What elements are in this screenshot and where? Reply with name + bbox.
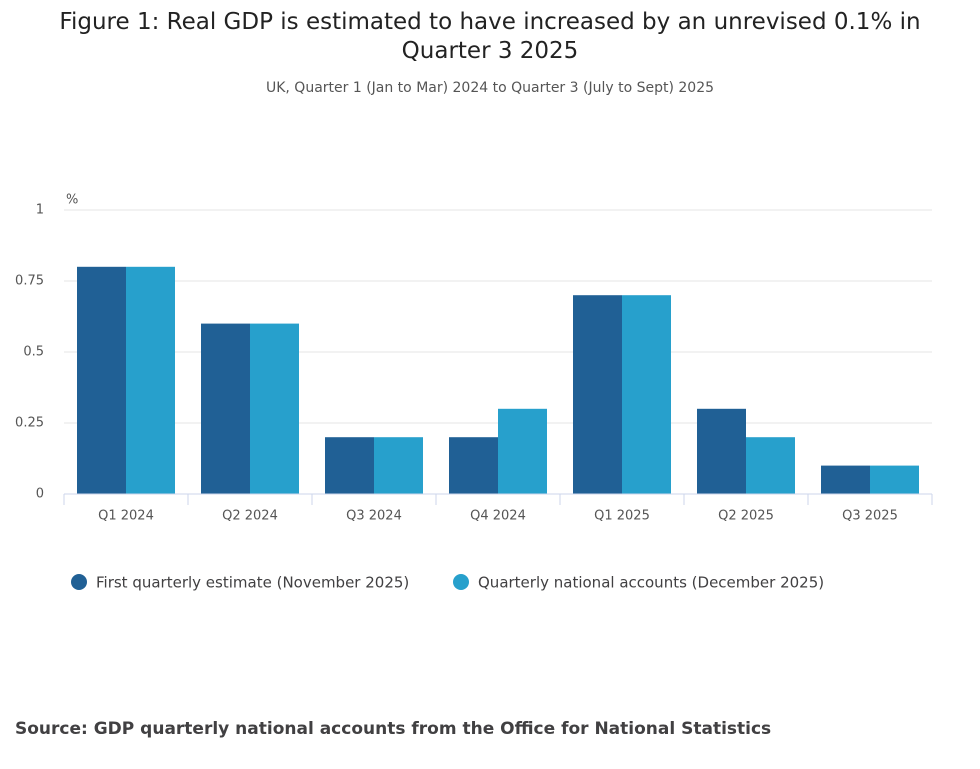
bar: [498, 408, 547, 494]
chart: % 0 0.25 0.5 0.75 1 Q1 2024 Q2 2024 Q3 2024 Q4 2…: [15, 193, 933, 592]
bar: [250, 323, 299, 494]
bar: [622, 295, 671, 494]
legend-label: First quarterly estimate (November 2025): [96, 574, 409, 592]
y-tick-label: 1: [36, 203, 44, 218]
bar: [77, 266, 126, 494]
legend-marker: [71, 574, 87, 590]
bar: [201, 323, 250, 494]
bar: [126, 266, 175, 494]
x-tick-label: Q4 2024: [470, 509, 526, 524]
chart-title: Figure 1: Real GDP is estimated to have …: [59, 9, 921, 64]
y-axis-label: %: [66, 193, 78, 208]
y-tick-label: 0.25: [15, 416, 44, 431]
bar: [449, 437, 498, 494]
x-tick-label: Q1 2025: [594, 509, 650, 524]
y-tick-label: 0.5: [23, 345, 44, 360]
y-tick-label: 0: [36, 487, 44, 502]
bar: [573, 295, 622, 494]
bar: [870, 465, 919, 494]
bar: [821, 465, 870, 494]
bar: [374, 437, 423, 494]
y-tick-label: 0.75: [15, 274, 44, 289]
bar: [746, 437, 795, 494]
source: Source: GDP quarterly national accounts …: [15, 719, 772, 739]
legend-label: Quarterly national accounts (December 20…: [478, 574, 824, 592]
x-tick-label: Q1 2024: [98, 509, 154, 524]
x-tick-label: Q2 2025: [718, 509, 774, 524]
bar: [697, 408, 746, 494]
legend-marker: [453, 574, 469, 590]
x-tick-label: Q2 2024: [222, 509, 278, 524]
bar: [325, 437, 374, 494]
chart-subtitle: UK, Quarter 1 (Jan to Mar) 2024 to Quart…: [265, 80, 715, 96]
x-tick-label: Q3 2024: [346, 509, 402, 524]
x-tick-label: Q3 2025: [842, 509, 898, 524]
